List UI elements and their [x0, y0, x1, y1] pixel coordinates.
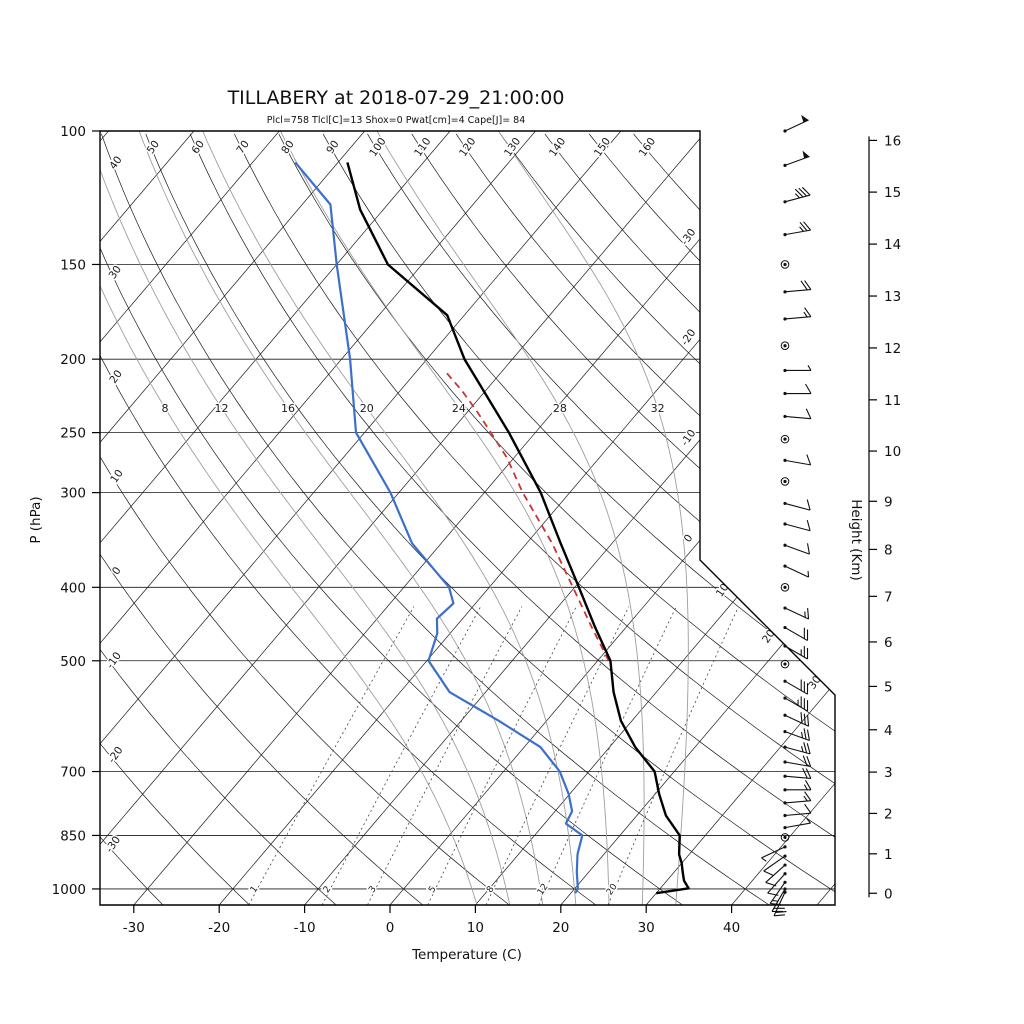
svg-text:0: 0 — [110, 565, 124, 577]
svg-text:20: 20 — [360, 402, 374, 415]
svg-text:24: 24 — [452, 402, 466, 415]
wind-barbs — [761, 114, 812, 917]
svg-text:20: 20 — [552, 920, 569, 936]
svg-text:8: 8 — [162, 402, 169, 415]
svg-text:-10: -10 — [294, 920, 316, 936]
plot-border — [99, 130, 836, 906]
svg-text:850: 850 — [60, 828, 86, 844]
chart-title: TILLABERY at 2018-07-29_21:00:00 — [227, 87, 565, 109]
svg-text:-20: -20 — [208, 920, 230, 936]
svg-text:10: 10 — [108, 467, 126, 485]
sounding-curves — [294, 161, 690, 895]
svg-text:100: 100 — [60, 124, 86, 140]
temperature-axis-label: Temperature (C) — [411, 947, 522, 963]
svg-text:9: 9 — [884, 494, 893, 510]
pressure-axis: 100 150 200 250 300 400 500 700 850 1000 — [52, 124, 100, 898]
svg-text:14: 14 — [884, 237, 901, 253]
svg-text:16: 16 — [884, 133, 901, 149]
background-grid — [100, 131, 835, 905]
svg-text:1: 1 — [884, 847, 893, 863]
dewpoint-curve — [294, 161, 584, 894]
mixing-ratio-lines — [248, 606, 739, 905]
svg-text:28: 28 — [553, 402, 567, 415]
height-axis-label: Height (Km) — [848, 499, 864, 580]
svg-text:13: 13 — [884, 289, 901, 305]
svg-text:0: 0 — [386, 920, 395, 936]
svg-text:20: 20 — [760, 628, 778, 646]
svg-text:20: 20 — [107, 368, 125, 386]
dry-adiabat-lines — [100, 133, 835, 905]
svg-text:120: 120 — [457, 136, 478, 159]
svg-text:3: 3 — [884, 765, 893, 781]
svg-text:30: 30 — [806, 674, 824, 692]
chart-subtitle: Plcl=758 Tlcl[C]=13 Shox=0 Pwat[cm]=4 Ca… — [267, 115, 526, 126]
svg-text:30: 30 — [107, 264, 125, 282]
svg-text:32: 32 — [651, 402, 665, 415]
svg-text:12: 12 — [884, 341, 901, 357]
svg-text:10: 10 — [714, 581, 732, 599]
svg-text:-30: -30 — [123, 920, 145, 936]
svg-text:-20: -20 — [106, 745, 126, 766]
svg-text:1000: 1000 — [52, 882, 86, 898]
isotherm-lines — [100, 131, 835, 905]
svg-text:50: 50 — [145, 138, 163, 156]
svg-text:6: 6 — [884, 635, 893, 651]
svg-text:140: 140 — [547, 136, 568, 159]
temperature-axis: -30 -20 -10 0 10 20 30 40 — [123, 905, 740, 936]
pressure-grid-lines — [100, 131, 835, 890]
svg-text:12: 12 — [536, 882, 551, 897]
svg-text:160: 160 — [637, 136, 658, 159]
svg-text:500: 500 — [60, 654, 86, 670]
svg-text:30: 30 — [638, 920, 655, 936]
svg-text:7: 7 — [884, 589, 893, 605]
svg-text:80: 80 — [279, 138, 297, 156]
svg-text:12: 12 — [215, 402, 229, 415]
svg-text:15: 15 — [884, 185, 901, 201]
svg-text:20: 20 — [605, 882, 620, 897]
svg-text:-10: -10 — [104, 650, 124, 671]
svg-text:0: 0 — [884, 886, 893, 902]
svg-text:5: 5 — [884, 679, 893, 695]
svg-text:2: 2 — [884, 806, 893, 822]
svg-text:130: 130 — [502, 136, 523, 159]
svg-text:700: 700 — [60, 765, 86, 781]
svg-text:150: 150 — [60, 257, 86, 273]
parcel-curve — [445, 371, 610, 662]
svg-text:150: 150 — [592, 136, 613, 159]
svg-text:11: 11 — [884, 393, 901, 409]
temperature-curve — [346, 162, 690, 895]
svg-text:300: 300 — [60, 486, 86, 502]
pressure-axis-label: P (hPa) — [28, 496, 44, 543]
svg-text:4: 4 — [884, 723, 893, 739]
svg-text:60: 60 — [189, 138, 207, 156]
svg-text:10: 10 — [467, 920, 484, 936]
svg-text:250: 250 — [60, 426, 86, 442]
svg-text:-30: -30 — [104, 834, 124, 855]
svg-text:40: 40 — [723, 920, 740, 936]
svg-text:200: 200 — [60, 352, 86, 368]
svg-text:8: 8 — [884, 542, 893, 558]
svg-text:16: 16 — [281, 402, 295, 415]
svg-text:70: 70 — [234, 138, 252, 156]
svg-text:400: 400 — [60, 580, 86, 596]
svg-text:10: 10 — [884, 444, 901, 460]
